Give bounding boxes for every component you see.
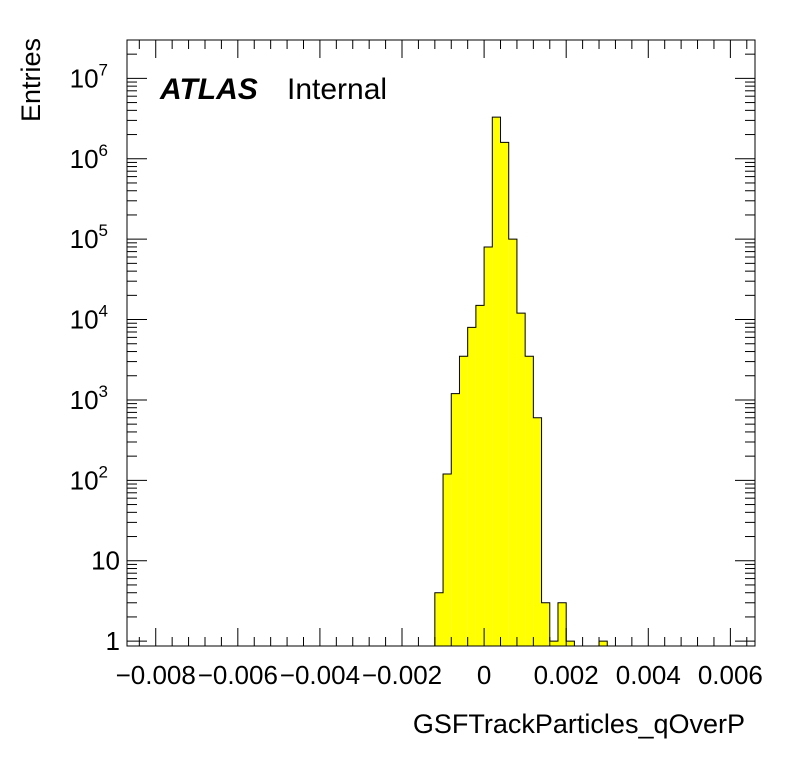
internal-label: Internal <box>287 73 387 106</box>
y-tick-label: 102 <box>70 462 108 495</box>
x-tick-label: −0.006 <box>198 660 278 690</box>
histogram-bar <box>508 239 517 646</box>
histogram-bar <box>467 327 476 646</box>
y-tick-label: 107 <box>70 60 108 93</box>
y-tick-label: 104 <box>70 302 108 335</box>
histogram-bar <box>434 592 444 646</box>
x-tick-label: 0.006 <box>698 660 763 690</box>
histogram-outline <box>434 116 608 647</box>
x-tick-label: −0.004 <box>280 660 360 690</box>
plot-frame <box>126 39 756 647</box>
y-tick-label: 10 <box>91 546 120 576</box>
histogram-bars <box>434 116 608 647</box>
histogram-bar <box>451 393 460 646</box>
atlas-label: ATLAS <box>159 73 258 106</box>
histogram-bar <box>475 305 485 646</box>
y-tick-label: 1 <box>106 626 120 656</box>
histogram-bar <box>525 356 534 646</box>
y-tick-label: 105 <box>70 221 108 254</box>
x-tick-label: −0.008 <box>116 660 196 690</box>
histogram-bar <box>599 641 608 646</box>
histogram-bar <box>492 117 501 646</box>
y-axis-title: Entries <box>16 38 46 122</box>
histogram-bar <box>500 142 509 646</box>
x-tick-label: −0.002 <box>362 660 442 690</box>
axis-ticks <box>127 39 755 646</box>
x-tick-label: 0.002 <box>534 660 599 690</box>
histogram-bar <box>541 602 550 646</box>
histogram-bar <box>443 473 452 646</box>
x-axis-title: GSFTrackParticles_qOverP <box>413 709 745 739</box>
x-tick-label: 0 <box>477 660 491 690</box>
y-tick-label: 103 <box>70 382 108 415</box>
histogram-bar <box>533 417 542 646</box>
histogram-bar <box>557 602 567 646</box>
histogram-bar <box>566 641 575 646</box>
histogram-bar <box>484 246 493 646</box>
histogram-bar <box>459 356 468 646</box>
x-tick-label: 0.004 <box>616 660 681 690</box>
y-tick-label: 106 <box>70 141 108 174</box>
tick-labels: −0.008 −0.006 −0.004 −0.002 0 0.002 0.004 0.006… <box>70 60 763 690</box>
histogram-bar <box>516 313 526 646</box>
histogram-bar <box>549 641 558 646</box>
